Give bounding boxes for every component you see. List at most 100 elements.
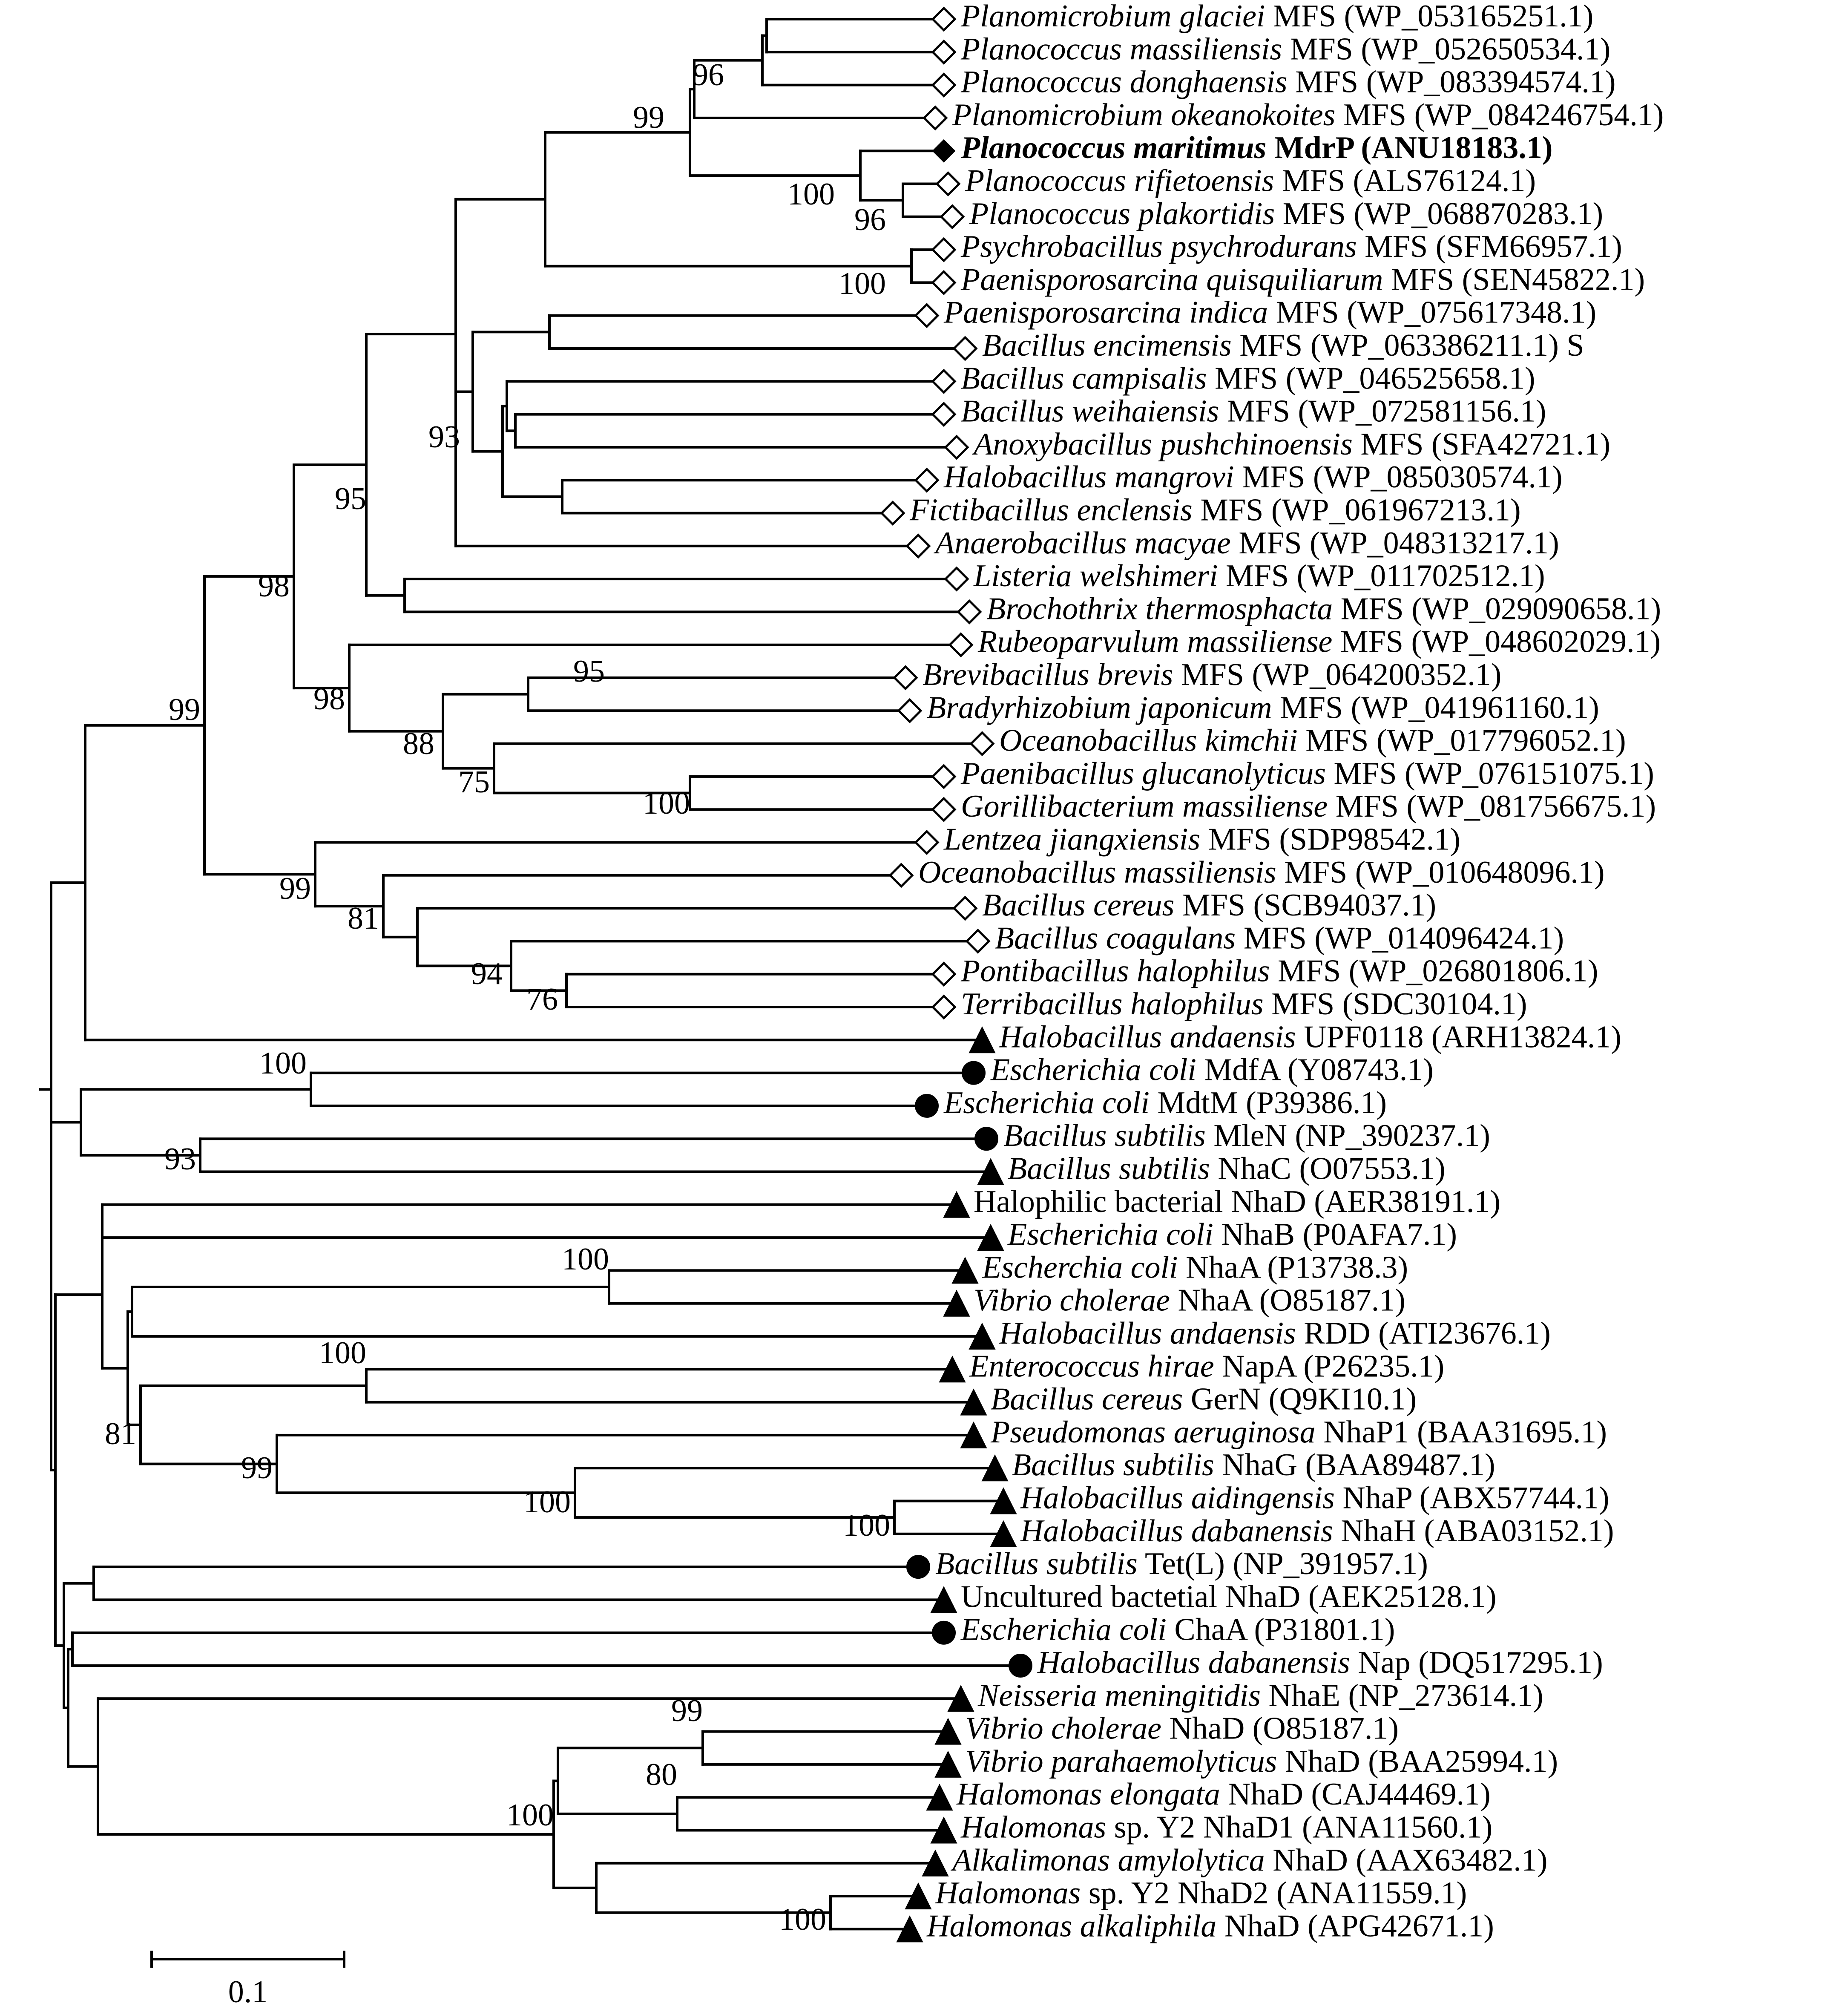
- bootstrap-value: 96: [854, 202, 886, 237]
- leaf-label: Paenisporosarcina quisquiliarum MFS (SEN…: [960, 262, 1645, 297]
- species-name: Fictibacillus enclensis: [909, 492, 1193, 527]
- leaf-label: Escherichia coli MdtM (P39386.1): [943, 1085, 1387, 1120]
- leaf-label: Planococcus massiliensis MFS (WP_0526505…: [960, 32, 1610, 66]
- protein-accession: MFS (SEN45822.1): [1383, 262, 1645, 297]
- species-name: Bacillus cereus: [991, 1382, 1183, 1417]
- protein-accession: MFS (WP_083394574.1): [1288, 65, 1616, 100]
- open-diamond-icon: [944, 435, 969, 460]
- filled-circle-icon: [974, 1127, 998, 1151]
- protein-accession: MFS (WP_061967213.1): [1193, 492, 1521, 527]
- protein-accession: MFS (WP_081756675.1): [1328, 789, 1656, 824]
- protein-accession: NhaD (BAA25994.1): [1277, 1744, 1558, 1779]
- leaf-label: Vibrio cholerae NhaD (O85187.1): [965, 1711, 1399, 1746]
- open-diamond-icon: [914, 467, 940, 493]
- protein-accession: NhaG (BAA89487.1): [1214, 1448, 1495, 1482]
- leaf-label: Pseudomonas aeruginosa NhaP1 (BAA31695.1…: [990, 1415, 1607, 1450]
- protein-accession: Uncultured bactetial NhaD (AEK25128.1): [961, 1579, 1497, 1614]
- protein-accession: NhaA (O85187.1): [1170, 1283, 1405, 1318]
- leaf-label: Bacillus weihaiensis MFS (WP_072581156.1…: [961, 394, 1546, 429]
- species-name: Planococcus maritimus: [960, 130, 1266, 165]
- open-diamond-icon: [914, 303, 940, 328]
- protein-accession: NhaB (P0AFA7.1): [1213, 1217, 1457, 1252]
- protein-accession: MFS (WP_010648096.1): [1276, 855, 1605, 890]
- open-diamond-icon: [914, 829, 940, 855]
- open-diamond-icon: [931, 39, 957, 65]
- filled-circle-icon: [1009, 1654, 1032, 1678]
- protein-accession: MFS (WP_029090658.1): [1333, 591, 1661, 626]
- scale-bar-label: 0.1: [228, 1974, 268, 2009]
- species-name: Paenisporosarcina quisquiliarum: [960, 262, 1383, 297]
- protein-accession: MFS (WP_075617348.1): [1268, 295, 1596, 330]
- species-name: Vibrio cholerae: [974, 1283, 1170, 1318]
- filled-triangle-icon: [943, 1289, 970, 1317]
- species-name: Oceanobacillus massiliensis: [918, 855, 1276, 890]
- bootstrap-value: 99: [671, 1693, 703, 1728]
- protein-accession: MdtM (P39386.1): [1150, 1085, 1387, 1120]
- leaf-markers: [880, 6, 1032, 1943]
- leaf-label: Bacillus subtilis NhaC (O07553.1): [1008, 1151, 1446, 1186]
- open-diamond-icon: [923, 105, 948, 131]
- open-diamond-icon: [940, 204, 965, 230]
- bootstrap-value: 100: [319, 1335, 366, 1370]
- leaf-label: Anaerobacillus macyae MFS (WP_048313217.…: [933, 526, 1559, 561]
- open-diamond-icon: [888, 863, 914, 888]
- species-name: Gorillibacterium massiliense: [961, 789, 1328, 824]
- protein-accession: NhaH (ABA03152.1): [1333, 1514, 1614, 1548]
- protein-accession: MFS (WP_068870283.1): [1275, 196, 1603, 231]
- bootstrap-values: 96 99 100 96 100 93 95 98 99 98 95 88 75 100 99 81 94 76 1…: [105, 58, 890, 1937]
- species-name: Enterococcus hirae: [969, 1349, 1214, 1384]
- protein-accession: MdfA (Y08743.1): [1196, 1053, 1434, 1088]
- species-name: Halomonas alkaliphila: [926, 1908, 1216, 1943]
- filled-circle-icon: [962, 1061, 986, 1085]
- species-name: Escherichia coli: [943, 1085, 1150, 1120]
- leaf-label: Alkalimonas amylolytica NhaD (AAX63482.1…: [950, 1843, 1548, 1878]
- species-name: Bacillus cereus: [982, 888, 1174, 923]
- species-name: Bacillus subtilis: [935, 1546, 1138, 1581]
- protein-accession: MFS (WP_014096424.1): [1236, 921, 1564, 956]
- leaf-label: Enterococcus hirae NapA (P26235.1): [969, 1349, 1444, 1384]
- bootstrap-value: 100: [843, 1508, 890, 1543]
- leaf-label: Halophilic bacterial NhaD (AER38191.1): [974, 1184, 1500, 1219]
- open-diamond-icon: [965, 928, 991, 954]
- bootstrap-value: 99: [633, 100, 664, 135]
- open-diamond-icon: [948, 632, 974, 658]
- bootstrap-value: 98: [258, 569, 290, 604]
- open-diamond-icon: [957, 599, 982, 625]
- protein-accession: NhaC (O07553.1): [1210, 1151, 1446, 1186]
- species-name: Anoxybacillus pushchinoensis: [971, 427, 1353, 462]
- leaf-label: Neisseria meningitidis NhaE (NP_273614.1…: [977, 1678, 1543, 1713]
- protein-accession: MFS (WP_041961160.1): [1272, 690, 1599, 725]
- leaf-label: Halobacillus dabanensis NhaH (ABA03152.1…: [1020, 1514, 1614, 1548]
- species-name: Escherchia coli: [982, 1250, 1178, 1285]
- filled-triangle-icon: [943, 1191, 970, 1218]
- protein-accession: NhaE (NP_273614.1): [1261, 1678, 1543, 1713]
- open-diamond-icon: [897, 698, 923, 723]
- species-name: Halobacillus andaensis: [999, 1316, 1296, 1351]
- filled-triangle-icon: [934, 1718, 962, 1745]
- filled-circle-icon: [915, 1094, 939, 1118]
- leaf-label: Bacillus subtilis NhaG (BAA89487.1): [1012, 1448, 1495, 1482]
- protein-accession: MFS (WP_076151075.1): [1326, 756, 1654, 791]
- species-name: Bacillus encimensis: [982, 328, 1232, 363]
- protein-accession: MFS (WP_048602029.1): [1332, 625, 1661, 659]
- leaf-label: Pontibacillus halophilus MFS (WP_0268018…: [960, 954, 1598, 989]
- protein-accession: MFS (ALS76124.1): [1274, 163, 1536, 198]
- species-name: Planococcus massiliensis: [960, 32, 1282, 66]
- species-name: Pseudomonas aeruginosa: [990, 1415, 1316, 1450]
- open-diamond-icon: [969, 731, 995, 757]
- leaf-labels: Planomicrobium glaciei MFS (WP_053165251…: [909, 0, 1664, 1943]
- protein-accession: Nap (DQ517295.1): [1350, 1645, 1603, 1680]
- species-name: Bacillus campisalis: [961, 361, 1207, 396]
- leaf-label: Oceanobacillus kimchii MFS (WP_017796052…: [999, 723, 1626, 758]
- bootstrap-value: 100: [562, 1242, 609, 1277]
- open-diamond-icon: [944, 566, 969, 592]
- filled-triangle-icon: [977, 1223, 1004, 1251]
- bootstrap-value: 100: [643, 786, 690, 821]
- leaf-label: Fictibacillus enclensis MFS (WP_06196721…: [909, 492, 1521, 527]
- species-name: Escherichia coli: [1007, 1217, 1213, 1252]
- bootstrap-value: 100: [839, 266, 886, 301]
- bootstrap-value: 75: [458, 765, 490, 800]
- leaf-label: Halobacillus dabanensis Nap (DQ517295.1): [1037, 1645, 1603, 1680]
- open-diamond-icon: [931, 72, 957, 98]
- filled-triangle-icon: [905, 1882, 932, 1910]
